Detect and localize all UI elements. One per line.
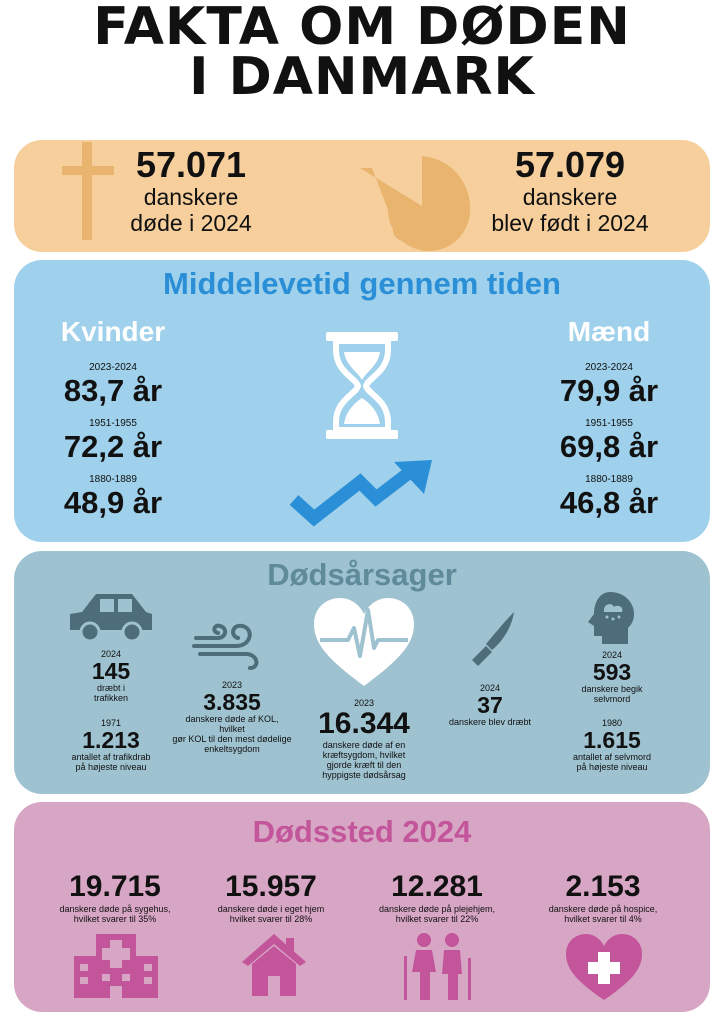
cancer-stat: 2023 16.344 danskere døde af en kræftsyg… (302, 698, 426, 780)
cancer-year: 2023 (353, 698, 375, 708)
heart-plus-icon (566, 934, 642, 1000)
suicide-desc-1: danskere begik (581, 684, 643, 694)
kol-desc-2: gør KOL til den mest dødelige (172, 734, 292, 744)
births-value: 57.079 (514, 144, 626, 185)
baby-carriage-icon (360, 156, 471, 251)
suicide-year: 2024 (601, 650, 623, 660)
killed-stat: 2024 37 danskere blev dræbt (440, 683, 540, 727)
home-desc-2: hvilket svarer til 28% (229, 914, 313, 924)
kol-value: 3.835 (203, 689, 261, 715)
women-value-3: 48,9 år (63, 485, 163, 520)
women-value-2: 72,2 år (63, 429, 163, 464)
cross-icon (62, 142, 114, 240)
men-period-2: 1951-1955 (585, 418, 633, 429)
killed-desc: danskere blev dræbt (448, 717, 532, 727)
kol-desc-1: danskere døde af KOL, hvilket (185, 714, 279, 734)
page-title: FAKTA OM DØDEN I DANMARK (0, 0, 724, 107)
suicide-peak-value: 1.615 (583, 727, 641, 753)
traffic-peak-desc-1: antallet af trafikdrab (71, 752, 151, 762)
knife-icon (472, 612, 514, 666)
traffic-value: 145 (91, 658, 131, 684)
cancer-desc-2: kræftsygdom, hvilket (322, 750, 406, 760)
hospital-icon (74, 934, 158, 998)
car-icon (70, 594, 152, 643)
traffic-peak-value: 1.213 (82, 727, 140, 753)
women-period-3: 1880-1889 (89, 474, 137, 485)
men-period-1: 2023-2024 (585, 362, 633, 373)
nursing-home-desc-2: hvilket svarer til 22% (395, 914, 479, 924)
suicide-peak-desc-2: på højeste niveau (576, 762, 648, 772)
suicide-peak-desc-1: antallet af selvmord (572, 752, 652, 762)
cancer-desc-1: danskere døde af en (322, 740, 406, 750)
cancer-value: 16.344 (318, 707, 410, 740)
hospice-desc-1: danskere døde på hospice, (548, 904, 658, 914)
killed-value: 37 (477, 692, 503, 718)
women-column: Kvinder 2023-2024 83,7 år 1951-1955 72,2… (40, 312, 186, 521)
men-label: Mænd (567, 316, 651, 347)
traffic-stat: 2024 145 dræbt i trafikken (66, 649, 156, 703)
traffic-desc-1: dræbt i (96, 683, 125, 693)
men-value-3: 46,8 år (559, 485, 659, 520)
suicide-peak-stat: 1980 1.615 antallet af selvmord på højes… (556, 718, 668, 772)
women-period-2: 1951-1955 (89, 418, 137, 429)
place-item-nursing-home: 12.281 danskere døde på plejehjem, hvilk… (362, 870, 512, 924)
trend-up-arrow-icon (289, 460, 432, 527)
place-heading: Dødssted 2024 (252, 814, 472, 849)
wind-icon (192, 623, 259, 670)
elderly-couple-icon (404, 933, 471, 1000)
suicide-value: 593 (592, 659, 632, 685)
suicide-stat: 2024 593 danskere begik selvmord (562, 650, 662, 704)
place-item-hospice: 2.153 danskere døde på hospice, hvilket … (528, 870, 678, 924)
traffic-desc-2: trafikken (93, 693, 128, 703)
men-period-3: 1880-1889 (585, 474, 633, 485)
place-item-home: 15.957 danskere døde i eget hjem hvilket… (196, 870, 346, 924)
births-line-2: blev født i 2024 (491, 210, 649, 236)
home-desc-1: danskere døde i eget hjem (217, 904, 325, 914)
kol-year: 2023 (221, 680, 243, 690)
nursing-home-desc-1: danskere døde på plejehjem, (378, 904, 496, 914)
women-label: Kvinder (60, 316, 166, 347)
cancer-desc-4: hyppigste dødsårsag (322, 770, 406, 780)
house-icon (242, 934, 306, 996)
home-value: 15.957 (225, 870, 317, 903)
births-line-1: danskere (522, 184, 618, 210)
deaths-stat: 57.071 danskere døde i 2024 (116, 144, 266, 237)
deaths-line-1: danskere (143, 184, 239, 210)
hospital-desc-1: danskere døde på sygehus, (59, 904, 171, 914)
traffic-peak-stat: 1971 1.213 antallet af trafikdrab på høj… (56, 718, 166, 772)
men-value-1: 79,9 år (559, 373, 659, 408)
hospital-value: 19.715 (69, 870, 161, 903)
men-value-2: 69,8 år (559, 429, 659, 464)
nursing-home-value: 12.281 (391, 870, 483, 903)
title-line-2: I DANMARK (189, 47, 535, 107)
hospice-value: 2.153 (565, 870, 641, 903)
traffic-year: 2024 (100, 649, 122, 659)
life-heading: Middelevetid gennem tiden (163, 266, 561, 301)
killed-year: 2024 (479, 683, 501, 693)
traffic-peak-desc-2: på højeste niveau (75, 762, 147, 772)
cancer-desc-3: gjorde kræft til den (326, 760, 402, 770)
births-deaths-panel (14, 140, 710, 252)
women-value-1: 83,7 år (63, 373, 163, 408)
title-line-1: FAKTA OM DØDEN (93, 0, 631, 57)
hourglass-icon (326, 332, 398, 439)
suicide-desc-2: selvmord (593, 694, 631, 704)
causes-heading: Dødsårsager (267, 557, 457, 592)
heartbeat-icon (314, 598, 414, 686)
traffic-peak-year: 1971 (100, 718, 122, 728)
deaths-line-2: døde i 2024 (130, 210, 252, 236)
births-stat: 57.079 danskere blev født i 2024 (475, 144, 665, 237)
men-column: Mænd 2023-2024 79,9 år 1951-1955 69,8 år… (536, 312, 682, 521)
place-item-hospital: 19.715 danskere døde på sygehus, hvilket… (40, 870, 190, 924)
women-period-1: 2023-2024 (89, 362, 137, 373)
kol-desc-3: enkeltsygdom (204, 744, 260, 754)
kol-stat: 2023 3.835 danskere døde af KOL, hvilket… (172, 680, 292, 754)
deaths-value: 57.071 (135, 144, 247, 185)
suicide-peak-year: 1980 (601, 718, 623, 728)
head-rain-cloud-icon (588, 592, 634, 644)
hospice-desc-2: hvilket svarer til 4% (564, 914, 642, 924)
hospital-desc-2: hvilket svarer til 35% (73, 914, 157, 924)
